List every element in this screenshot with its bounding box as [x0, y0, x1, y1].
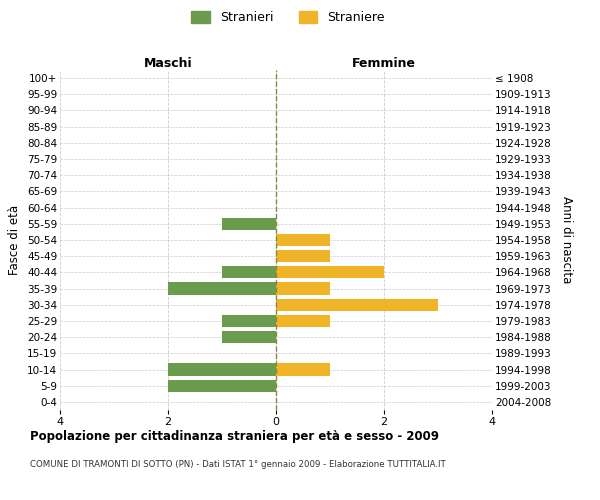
Text: Maschi: Maschi — [143, 57, 193, 70]
Text: Popolazione per cittadinanza straniera per età e sesso - 2009: Popolazione per cittadinanza straniera p… — [30, 430, 439, 443]
Bar — [168, 364, 276, 376]
Bar — [276, 250, 330, 262]
Text: COMUNE DI TRAMONTI DI SOTTO (PN) - Dati ISTAT 1° gennaio 2009 - Elaborazione TUT: COMUNE DI TRAMONTI DI SOTTO (PN) - Dati … — [30, 460, 446, 469]
Bar — [168, 380, 276, 392]
Bar — [276, 315, 330, 327]
Bar — [222, 331, 276, 343]
Bar — [276, 266, 384, 278]
Bar — [222, 218, 276, 230]
Bar — [276, 282, 330, 294]
Bar — [276, 234, 330, 246]
Bar — [276, 298, 438, 311]
Text: Femmine: Femmine — [352, 57, 416, 70]
Y-axis label: Fasce di età: Fasce di età — [8, 205, 22, 275]
Bar — [276, 364, 330, 376]
Bar — [222, 315, 276, 327]
Legend: Stranieri, Straniere: Stranieri, Straniere — [191, 11, 385, 24]
Bar — [168, 282, 276, 294]
Y-axis label: Anni di nascita: Anni di nascita — [560, 196, 573, 284]
Bar — [222, 266, 276, 278]
